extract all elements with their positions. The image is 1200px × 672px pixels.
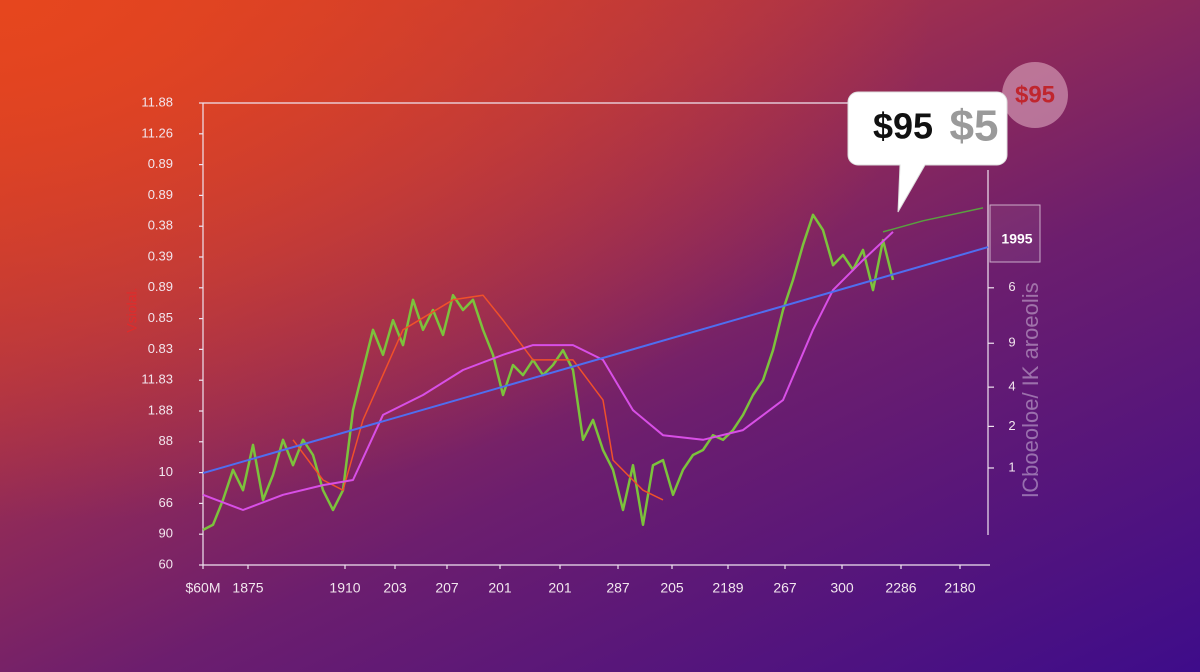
- y-tick-label: 1.88: [148, 402, 173, 417]
- y2-axis-label: lCboeoloe/ IK aroeolis: [1018, 282, 1043, 497]
- series-line: [292, 294, 664, 501]
- x-tick-label: 205: [660, 580, 684, 596]
- x-tick-label: 201: [548, 580, 572, 596]
- x-tick-label: $60M: [185, 580, 220, 596]
- y-tick-label: 0.89: [148, 279, 173, 294]
- x-tick-label: 1875: [232, 580, 263, 596]
- y-tick-label: 11.83: [141, 372, 173, 387]
- y2-tick-label: 9: [1008, 335, 1015, 350]
- value-box: [989, 204, 1041, 263]
- y-tick-label: 11.88: [141, 94, 173, 109]
- y-axis-label: Vsiolal.: [124, 287, 140, 332]
- y-tick-label: 0.89: [148, 156, 173, 171]
- y-tick-label: 11.26: [141, 125, 173, 140]
- y-tick-label: 0.83: [148, 341, 173, 356]
- y-tick-label: 88: [159, 433, 173, 448]
- x-tick-label: 201: [488, 580, 512, 596]
- x-tick-label: 2180: [944, 580, 975, 596]
- y-tick-label: 0.85: [148, 310, 173, 325]
- y2-tick-label: 2: [1008, 418, 1015, 433]
- x-tick-label: 2286: [885, 580, 916, 596]
- y-tick-label: 60: [159, 556, 173, 571]
- x-tick-label: 203: [383, 580, 407, 596]
- callout: [847, 91, 1008, 213]
- y-tick-label: 0.38: [148, 218, 173, 233]
- series-line: [882, 207, 984, 233]
- callout-faded: $5: [950, 102, 999, 151]
- x-tick-label: 2189: [712, 580, 743, 596]
- x-tick-label: 1910: [329, 580, 360, 596]
- y2-tick-label: 6: [1008, 279, 1015, 294]
- y2-tick-label: 4: [1008, 379, 1015, 394]
- badge: [1002, 62, 1068, 128]
- y-tick-label: 90: [159, 526, 173, 541]
- series-line: [202, 246, 989, 475]
- callout-main: $95: [873, 106, 933, 147]
- y2-tick-label: 1: [1008, 459, 1015, 474]
- y-tick-label: 0.39: [148, 248, 173, 263]
- series-line: [202, 213, 895, 532]
- x-tick-label: 300: [830, 580, 854, 596]
- y-tick-label: 0.89: [148, 187, 173, 202]
- y-tick-label: 66: [159, 495, 173, 510]
- y-tick-label: 10: [159, 464, 173, 479]
- box-label: 1995: [1001, 231, 1032, 247]
- x-tick-label: 287: [606, 580, 630, 596]
- x-tick-label: 267: [773, 580, 797, 596]
- x-tick-label: 207: [435, 580, 459, 596]
- series-line: [202, 231, 894, 511]
- badge-label: $95: [1015, 81, 1055, 108]
